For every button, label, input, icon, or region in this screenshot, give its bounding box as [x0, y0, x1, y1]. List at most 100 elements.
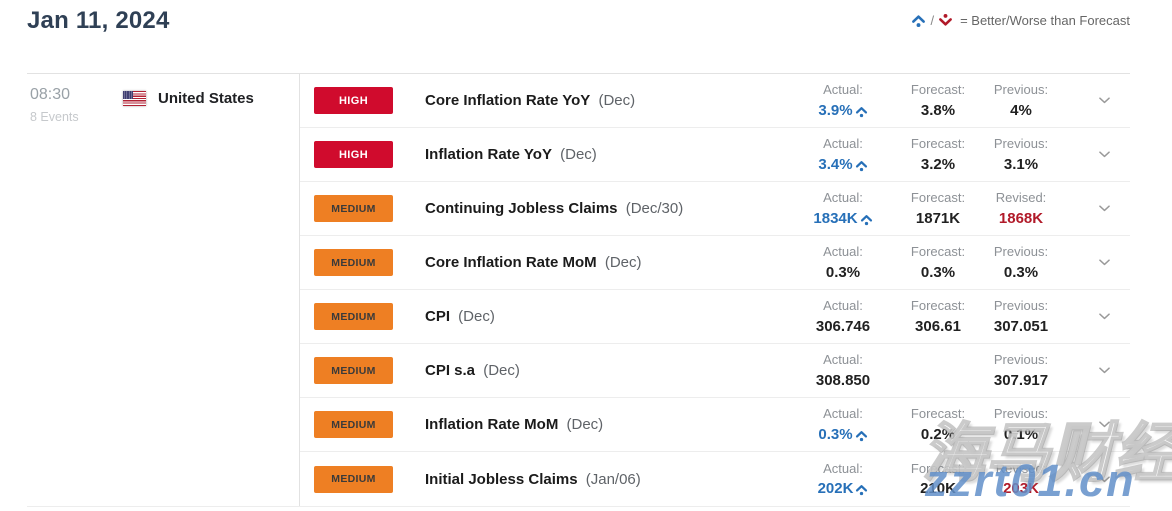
better-arrow-icon [856, 485, 868, 496]
event-row[interactable]: MEDIUM Continuing Jobless Claims (Dec/30… [300, 182, 1130, 236]
event-name: Continuing Jobless Claims [425, 200, 618, 217]
event-period: (Dec) [555, 146, 597, 163]
event-row[interactable]: MEDIUM Initial Jobless Claims (Jan/06) A… [300, 452, 1130, 506]
cell-label: Forecast: [910, 82, 966, 98]
better-arrow-icon [860, 214, 872, 226]
better-arrow-icon [855, 430, 867, 442]
previous-cell: Previous: 3.1% [978, 136, 1064, 173]
cell-label: Forecast: [910, 190, 966, 206]
cell-label: Actual: [823, 460, 863, 476]
expand-chevron-icon[interactable] [1064, 313, 1130, 320]
expand-chevron-icon[interactable] [1064, 97, 1130, 104]
expand-chevron-icon[interactable] [1064, 475, 1130, 483]
event-row[interactable]: MEDIUM Core Inflation Rate MoM (Dec) Act… [300, 236, 1130, 290]
event-title[interactable]: Continuing Jobless Claims (Dec/30) [425, 200, 788, 217]
cell-value: 3.4% [818, 156, 867, 173]
previous-cell: Revised: 203K [978, 461, 1064, 498]
event-title[interactable]: Core Inflation Rate YoY (Dec) [425, 92, 788, 109]
cell-label: Previous: [993, 136, 1049, 152]
cell-label: Forecast: [910, 298, 966, 314]
forecast-cell [898, 369, 978, 372]
cell-value: 306.61 [915, 317, 961, 335]
cell-label: Actual: [823, 244, 863, 260]
cell-label: Revised: [995, 190, 1047, 206]
event-period: (Dec) [594, 92, 636, 109]
importance-badge: HIGH [314, 141, 393, 168]
cell-value: 0.3% [825, 263, 861, 281]
group-events-count: 8 Events [30, 110, 79, 124]
event-title[interactable]: CPI (Dec) [425, 308, 788, 325]
event-name: Inflation Rate YoY [425, 146, 552, 163]
events-table: 08:30 8 Events United States HIGH Core I… [27, 73, 1130, 507]
cell-value: 307.051 [993, 317, 1049, 335]
expand-chevron-icon[interactable] [1064, 151, 1130, 158]
event-row[interactable]: HIGH Core Inflation Rate YoY (Dec) Actua… [300, 74, 1130, 128]
cell-value: 0.3% [818, 426, 867, 443]
previous-cell: Previous: 4% [978, 82, 1064, 119]
cell-label: Revised: [995, 460, 1047, 476]
group-time: 08:30 [30, 86, 71, 103]
cell-value: 202K [818, 480, 869, 497]
event-row[interactable]: MEDIUM CPI (Dec) Actual: 306.746 Forecas… [300, 290, 1130, 344]
expand-chevron-icon[interactable] [1064, 205, 1130, 212]
importance-badge: MEDIUM [314, 465, 393, 493]
expand-chevron-icon[interactable] [1064, 421, 1130, 428]
country[interactable]: United States [123, 90, 254, 107]
event-row[interactable]: MEDIUM CPI s.a (Dec) Actual: 308.850 [300, 344, 1130, 398]
cell-label: Forecast: [910, 406, 966, 422]
better-than-forecast-icon [912, 15, 926, 28]
importance-badge: HIGH [314, 87, 393, 114]
cell-value: 210K [920, 480, 956, 498]
cell-label: Forecast: [910, 460, 966, 476]
cell-value: 0.3% [1003, 263, 1039, 281]
event-title[interactable]: Initial Jobless Claims (Jan/06) [425, 471, 788, 488]
cell-value: 308.850 [815, 371, 871, 389]
actual-cell: Actual: 1834K [788, 190, 898, 227]
actual-cell: Actual: 202K [788, 460, 898, 497]
cell-label: Previous: [993, 82, 1049, 98]
country-name: United States [158, 90, 254, 107]
event-title[interactable]: CPI s.a (Dec) [425, 362, 788, 379]
event-period: (Dec/30) [621, 200, 684, 217]
event-name: CPI [425, 308, 451, 325]
event-period: (Dec) [479, 362, 520, 379]
cell-value: 1871K [915, 209, 961, 227]
cell-value: 0.3% [920, 263, 956, 281]
expand-chevron-icon[interactable] [1064, 259, 1130, 266]
event-title[interactable]: Core Inflation Rate MoM (Dec) [425, 254, 788, 271]
forecast-cell: Forecast: 0.2% [898, 406, 978, 443]
legend: / = Better/Worse than Forecast [911, 13, 1130, 28]
event-title[interactable]: Inflation Rate YoY (Dec) [425, 146, 788, 163]
forecast-cell: Forecast: 306.61 [898, 298, 978, 335]
cell-label: Actual: [823, 406, 863, 422]
importance-badge: MEDIUM [314, 249, 393, 276]
event-row[interactable]: HIGH Inflation Rate YoY (Dec) Actual: 3.… [300, 128, 1130, 182]
actual-cell: Actual: 3.9% [788, 82, 898, 119]
cell-label: Actual: [823, 82, 863, 98]
cell-value: 0.2% [920, 425, 956, 443]
forecast-cell: Forecast: 0.3% [898, 244, 978, 281]
cell-value: 3.8% [920, 101, 956, 119]
expand-chevron-icon[interactable] [1064, 367, 1130, 374]
event-name: Core Inflation Rate YoY [425, 92, 591, 109]
actual-cell: Actual: 308.850 [788, 352, 898, 389]
actual-cell: Actual: 3.4% [788, 136, 898, 173]
event-row[interactable]: MEDIUM Inflation Rate MoM (Dec) Actual: … [300, 398, 1130, 452]
actual-cell: Actual: 0.3% [788, 406, 898, 443]
importance-badge: MEDIUM [314, 411, 393, 438]
event-title[interactable]: Inflation Rate MoM (Dec) [425, 416, 788, 433]
cell-value: 203K [1003, 480, 1039, 498]
cell-value: 306.746 [815, 317, 871, 335]
worse-than-forecast-icon [939, 13, 953, 26]
cell-label: Previous: [993, 298, 1049, 314]
better-arrow-icon [855, 106, 867, 118]
cell-value: 3.9% [818, 102, 867, 119]
event-name: Initial Jobless Claims [425, 470, 578, 488]
event-name: Inflation Rate MoM [425, 416, 559, 433]
cell-value: 307.917 [993, 371, 1049, 389]
previous-cell: Previous: 0.1% [978, 406, 1064, 443]
cell-label: Actual: [823, 136, 863, 152]
cell-label: Actual: [823, 190, 863, 206]
event-period: (Dec) [562, 416, 604, 433]
